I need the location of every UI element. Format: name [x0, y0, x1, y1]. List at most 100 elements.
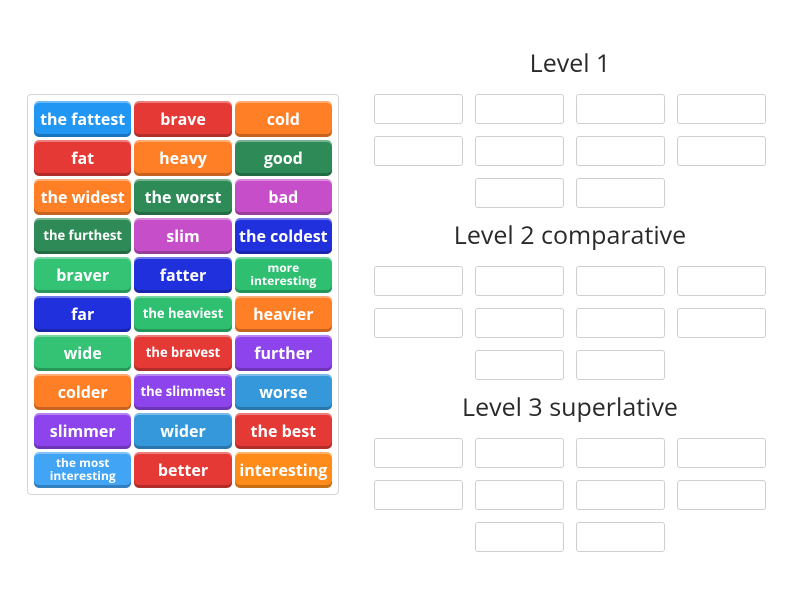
word-tile-label: the slimmest [141, 385, 226, 399]
word-tile-label: the bravest [146, 346, 220, 360]
drop-slot[interactable] [374, 438, 463, 468]
level-block: Level 1 [370, 46, 770, 208]
word-tile[interactable]: slim [134, 218, 231, 254]
word-tile-label: heavier [253, 306, 313, 323]
word-tile[interactable]: fat [34, 140, 131, 176]
word-tile[interactable]: the bravest [134, 335, 231, 371]
word-tile[interactable]: braver [34, 257, 131, 293]
word-tile[interactable]: slimmer [34, 413, 131, 449]
word-tile-label: braver [56, 267, 109, 284]
drop-slot[interactable] [576, 308, 665, 338]
drop-slot[interactable] [374, 266, 463, 296]
drop-slot[interactable] [576, 350, 665, 380]
source-column: the fattest brave cold fat heavy good the wide… [0, 0, 370, 600]
word-tile-label: far [71, 306, 94, 323]
word-tile[interactable]: more interesting [235, 257, 332, 293]
word-tile-label: more interesting [239, 262, 328, 287]
word-tile-label: the worst [145, 189, 222, 206]
level-title: Level 3 superlative [370, 390, 770, 424]
word-tile[interactable]: the slimmest [134, 374, 231, 410]
word-tile-label: the most interesting [38, 457, 127, 482]
word-tile-label: brave [160, 111, 206, 128]
drop-slot[interactable] [475, 308, 564, 338]
word-tile[interactable]: the coldest [235, 218, 332, 254]
slot-grid [370, 438, 770, 552]
drop-slot[interactable] [677, 266, 766, 296]
word-tile-label: cold [267, 111, 300, 128]
drop-slot[interactable] [475, 480, 564, 510]
app-root: the fattest brave cold fat heavy good the wide… [0, 0, 800, 600]
word-tile[interactable]: the most interesting [34, 452, 131, 488]
word-tile-label: the furthest [43, 229, 122, 243]
drop-slot[interactable] [677, 94, 766, 124]
word-tile[interactable]: interesting [235, 452, 332, 488]
word-tile-label: the coldest [239, 228, 328, 245]
word-tile[interactable]: good [235, 140, 332, 176]
drop-slot[interactable] [576, 136, 665, 166]
word-tile[interactable]: cold [235, 101, 332, 137]
word-tile-label: heavy [159, 150, 207, 167]
slot-grid [370, 266, 770, 380]
drop-slot[interactable] [475, 522, 564, 552]
word-tile-label: the best [251, 423, 317, 440]
drop-slot[interactable] [475, 178, 564, 208]
target-column: Level 1 Level 2 comparative Level 3 superl… [370, 0, 800, 600]
word-tile[interactable]: colder [34, 374, 131, 410]
word-tile[interactable]: wide [34, 335, 131, 371]
drop-slot[interactable] [475, 350, 564, 380]
drop-slot[interactable] [576, 522, 665, 552]
word-tile[interactable]: the furthest [34, 218, 131, 254]
word-tile[interactable]: the fattest [34, 101, 131, 137]
word-tile[interactable]: better [134, 452, 231, 488]
word-tile[interactable]: further [235, 335, 332, 371]
word-tile-label: better [158, 462, 208, 479]
slot-grid [370, 94, 770, 208]
drop-slot[interactable] [576, 266, 665, 296]
drop-slot[interactable] [677, 136, 766, 166]
level-block: Level 3 superlative [370, 390, 770, 552]
drop-slot[interactable] [374, 136, 463, 166]
word-tile-label: wider [160, 423, 205, 440]
word-tile[interactable]: fatter [134, 257, 231, 293]
word-tile[interactable]: brave [134, 101, 231, 137]
word-tile-label: good [264, 150, 303, 167]
word-tile[interactable]: wider [134, 413, 231, 449]
drop-slot[interactable] [374, 480, 463, 510]
drop-slot[interactable] [576, 480, 665, 510]
word-tile[interactable]: heavier [235, 296, 332, 332]
drop-slot[interactable] [374, 308, 463, 338]
word-tile[interactable]: heavy [134, 140, 231, 176]
drop-slot[interactable] [475, 438, 564, 468]
word-tile-label: bad [268, 189, 298, 206]
word-tile[interactable]: the heaviest [134, 296, 231, 332]
drop-slot[interactable] [677, 438, 766, 468]
word-tile[interactable]: the widest [34, 179, 131, 215]
drop-slot[interactable] [677, 480, 766, 510]
word-tile[interactable]: the best [235, 413, 332, 449]
drop-slot[interactable] [576, 438, 665, 468]
word-tile-label: slim [166, 228, 199, 245]
drop-slot[interactable] [677, 308, 766, 338]
word-tile-label: interesting [239, 462, 327, 479]
word-tile-label: the heaviest [143, 307, 223, 321]
word-tile-label: worse [259, 384, 307, 401]
drop-slot[interactable] [475, 266, 564, 296]
word-tile[interactable]: worse [235, 374, 332, 410]
drop-slot[interactable] [374, 94, 463, 124]
word-tile[interactable]: bad [235, 179, 332, 215]
drop-slot[interactable] [576, 94, 665, 124]
drop-slot[interactable] [475, 136, 564, 166]
tile-panel: the fattest brave cold fat heavy good the wide… [27, 94, 339, 495]
level-title: Level 2 comparative [370, 218, 770, 252]
word-tile-label: wide [64, 345, 102, 362]
word-tile[interactable]: the worst [134, 179, 231, 215]
word-tile[interactable]: far [34, 296, 131, 332]
level-block: Level 2 comparative [370, 218, 770, 380]
word-tile-label: colder [58, 384, 108, 401]
drop-slot[interactable] [475, 94, 564, 124]
word-tile-label: the widest [41, 189, 125, 206]
word-tile-label: fatter [160, 267, 206, 284]
level-title: Level 1 [370, 46, 770, 80]
drop-slot[interactable] [576, 178, 665, 208]
word-tile-label: slimmer [50, 423, 116, 440]
